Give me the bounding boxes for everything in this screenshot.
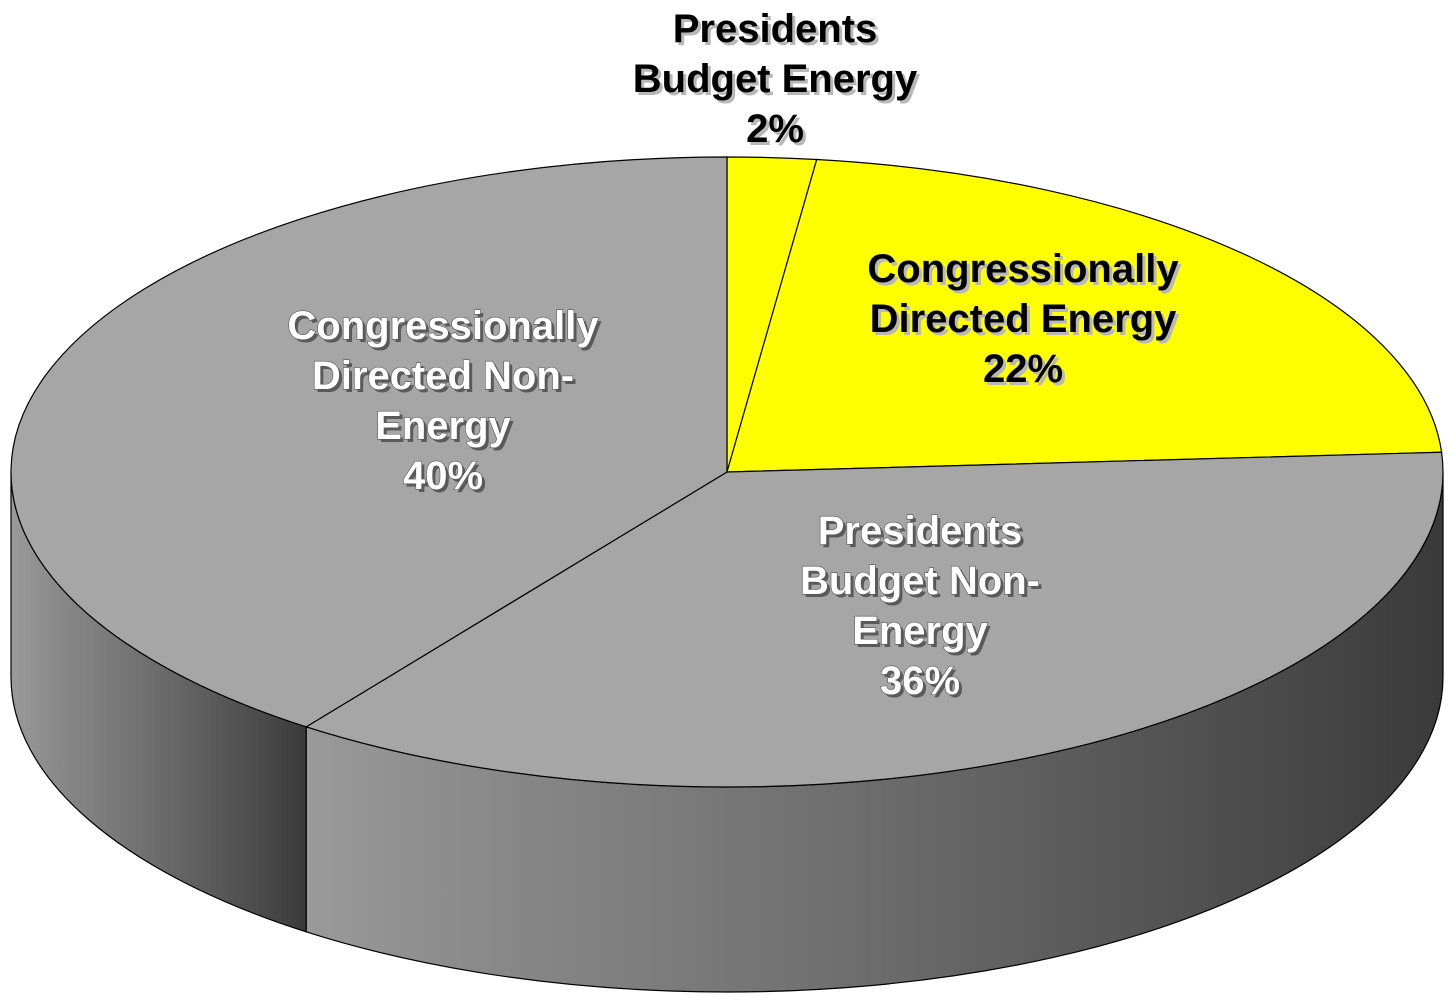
slice-label-line: Presidents	[818, 509, 1023, 553]
slice-label-line: Directed Energy	[870, 297, 1178, 341]
slice-label-line: Budget Energy	[633, 57, 918, 101]
pie-slice-3	[304, 451, 1444, 788]
pie-slice-4	[10, 156, 728, 728]
slice-label-line: 22%	[983, 347, 1063, 391]
slice-label-line: Energy	[375, 404, 511, 448]
slice-label-line: Presidents	[673, 7, 878, 51]
slice-label-presidents-budget-energy: Presidents Budget Energy 2%Presidents Budge…	[633, 7, 921, 154]
slice-label-line: Budget Non-	[800, 559, 1040, 603]
slice-label-line: 2%	[746, 107, 804, 151]
slice-label-line: Congressionally	[867, 247, 1179, 291]
slice-label-line: 36%	[880, 659, 960, 703]
slice-label-line: Directed Non-	[312, 354, 574, 398]
slice-label-line: Energy	[852, 609, 988, 653]
pie-slice-2	[726, 158, 1443, 473]
slice-label-presidents-budget-non-energy: Presidents Budget Non- Energy 36%Presidents…	[799, 508, 1043, 706]
slice-label-congressionally-directed-energy: Congressionally Directed Energy 22%Congres…	[867, 247, 1182, 394]
slice-label-line: 40%	[403, 454, 483, 498]
slice-label-line: Congressionally	[287, 304, 599, 348]
slice-label-congressionally-directed-non-energy: Congressionally Directed Non- Energy 40%Con…	[287, 303, 603, 501]
